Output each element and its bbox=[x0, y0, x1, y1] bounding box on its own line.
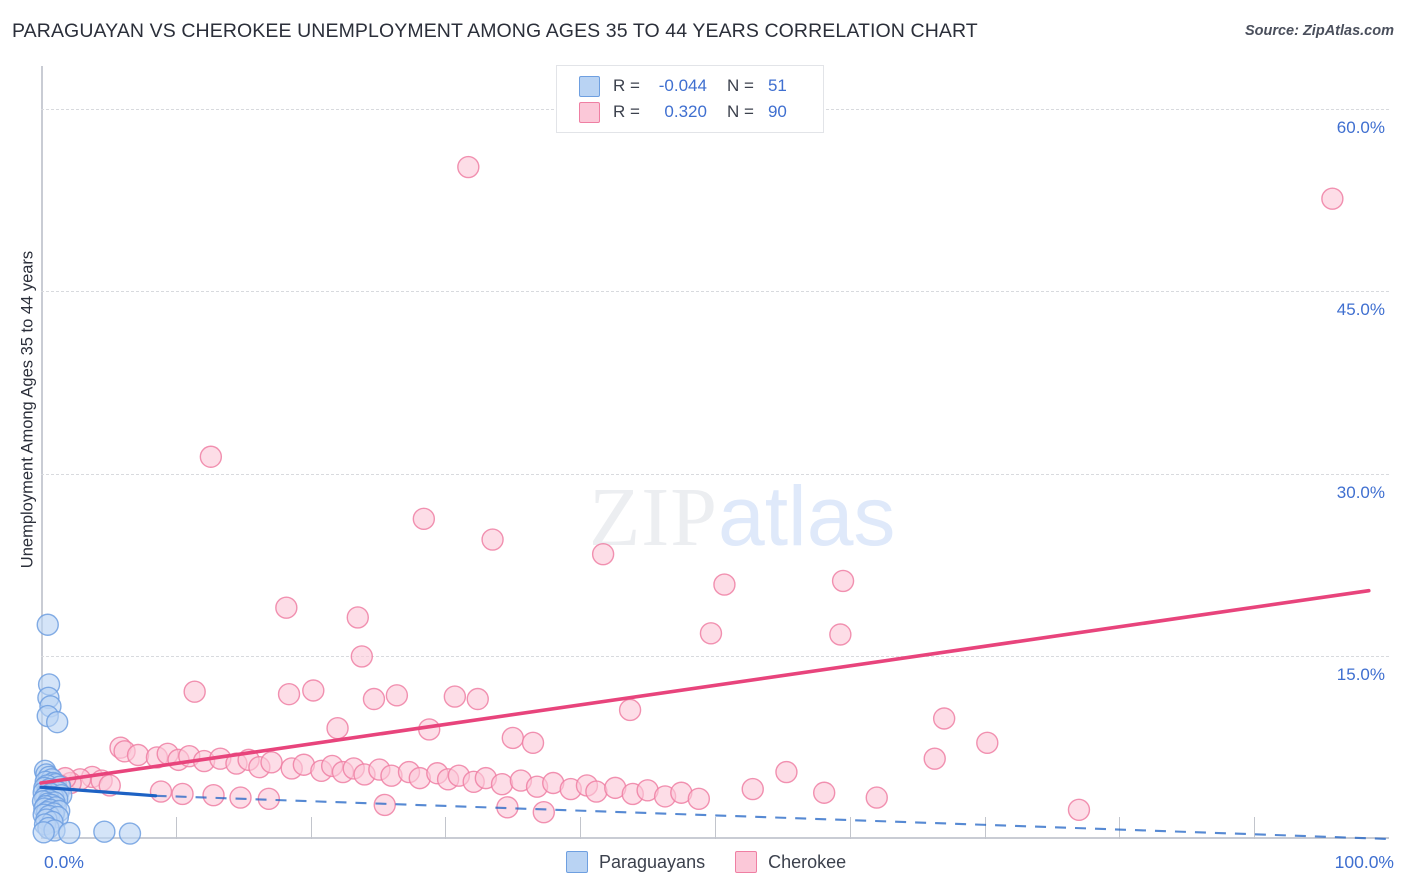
data-point bbox=[865, 786, 888, 809]
data-point bbox=[93, 820, 116, 843]
data-point bbox=[412, 507, 436, 531]
data-point bbox=[385, 684, 409, 707]
data-point bbox=[362, 687, 386, 711]
series-points-cherokee bbox=[48, 155, 1344, 824]
correlation-n-label: N = bbox=[726, 102, 754, 121]
data-point bbox=[277, 682, 301, 706]
gridline-45.0 bbox=[41, 291, 1389, 293]
x-axis-tick bbox=[580, 817, 582, 839]
x-axis-tick bbox=[1254, 817, 1256, 839]
data-point bbox=[741, 777, 764, 801]
page-title: PARAGUAYAN VS CHEROKEE UNEMPLOYMENT AMON… bbox=[12, 20, 978, 42]
data-point bbox=[171, 782, 194, 806]
scatter-plot-canvas bbox=[31, 155, 1390, 845]
x-axis-tick bbox=[445, 817, 447, 839]
legend-swatch bbox=[566, 851, 588, 873]
trendline-extrapolated-paraguayans bbox=[155, 794, 1390, 841]
data-point bbox=[699, 622, 723, 645]
data-point bbox=[923, 747, 946, 770]
data-point bbox=[326, 717, 349, 740]
x-axis-tick bbox=[715, 817, 716, 839]
data-point bbox=[829, 623, 852, 646]
data-point bbox=[346, 606, 369, 629]
data-point bbox=[45, 710, 69, 734]
data-point bbox=[1067, 798, 1091, 821]
data-point bbox=[199, 445, 223, 468]
legend-label: Paraguayans bbox=[599, 851, 706, 872]
data-point bbox=[532, 801, 555, 824]
legend-item-paraguayans[interactable]: Paraguayans bbox=[566, 851, 705, 873]
data-point bbox=[260, 751, 283, 774]
correlation-r-label: R = bbox=[613, 102, 640, 121]
data-point bbox=[490, 773, 514, 796]
gridline-15.0 bbox=[41, 656, 1389, 658]
correlation-n-value: 90 bbox=[767, 102, 787, 121]
data-point bbox=[58, 821, 81, 845]
y-tick-label: 15.0% bbox=[1336, 665, 1385, 685]
data-point bbox=[775, 760, 798, 784]
data-point bbox=[350, 645, 374, 668]
data-point bbox=[591, 542, 615, 566]
data-point bbox=[481, 528, 504, 551]
x-axis-tick bbox=[984, 817, 986, 839]
legend-label: Cherokee bbox=[768, 851, 847, 872]
x-axis-label-min: 0.0% bbox=[44, 852, 84, 872]
data-point bbox=[373, 793, 396, 817]
y-tick-label: 30.0% bbox=[1336, 482, 1385, 502]
correlation-legend: R = -0.044 N = 51 R = 0.320 N = 90 bbox=[556, 65, 824, 133]
legend-swatch bbox=[735, 851, 758, 873]
data-point bbox=[302, 679, 325, 702]
gridline-30.0 bbox=[41, 473, 1389, 475]
data-point bbox=[812, 781, 836, 804]
data-point bbox=[202, 783, 225, 807]
correlation-n-label: N = bbox=[726, 76, 754, 95]
correlation-row: R = 0.320 N = 90 bbox=[557, 99, 823, 125]
correlation-r-label: R = bbox=[613, 76, 640, 95]
data-point bbox=[831, 569, 855, 593]
trendline-cherokee bbox=[39, 588, 1371, 785]
plot-area: ZIPatlas 15.0% 30.0% 45.0% 60.0% bbox=[31, 66, 1390, 845]
correlation-r-value: -0.044 bbox=[658, 76, 707, 95]
data-point bbox=[466, 687, 489, 711]
data-point bbox=[149, 780, 173, 803]
data-point bbox=[521, 731, 545, 755]
correlation-swatch-cherokee bbox=[579, 101, 600, 123]
correlation-swatch-paraguayans bbox=[579, 75, 600, 97]
x-axis-tick bbox=[175, 817, 177, 839]
correlation-r-value: 0.320 bbox=[664, 102, 707, 121]
trendline-paraguayans bbox=[39, 785, 158, 798]
x-axis-tick bbox=[849, 817, 851, 839]
x-axis-tick bbox=[1119, 817, 1121, 839]
x-axis-tick bbox=[310, 817, 312, 839]
data-point bbox=[976, 731, 999, 755]
data-point bbox=[457, 155, 480, 179]
data-point bbox=[118, 822, 142, 845]
data-point bbox=[1321, 187, 1344, 210]
series-points-paraguayans bbox=[31, 613, 142, 845]
series-legend: Paraguayans Cherokee bbox=[566, 851, 876, 873]
y-axis-title: Unemployment Among Ages 35 to 44 years bbox=[18, 250, 37, 569]
data-point bbox=[126, 743, 150, 767]
data-point bbox=[183, 680, 206, 703]
source-attribution: Source: ZipAtlas.com bbox=[1244, 23, 1394, 39]
data-point bbox=[36, 613, 59, 636]
data-point bbox=[501, 726, 524, 750]
data-point bbox=[687, 787, 711, 811]
legend-item-cherokee[interactable]: Cherokee bbox=[735, 851, 846, 873]
y-tick-label: 45.0% bbox=[1336, 300, 1385, 320]
data-point bbox=[32, 821, 55, 844]
data-point bbox=[229, 786, 252, 809]
data-point bbox=[618, 698, 642, 722]
y-tick-label: 60.0% bbox=[1336, 117, 1385, 137]
y-axis-line bbox=[41, 66, 43, 839]
data-point bbox=[275, 596, 298, 619]
data-point bbox=[932, 707, 956, 730]
correlation-n-value: 51 bbox=[767, 76, 787, 95]
x-axis-label-max: 100.0% bbox=[1334, 852, 1394, 872]
data-point bbox=[585, 780, 608, 803]
data-point bbox=[443, 685, 467, 708]
correlation-row: R = -0.044 N = 51 bbox=[557, 73, 823, 99]
data-point bbox=[713, 573, 736, 596]
